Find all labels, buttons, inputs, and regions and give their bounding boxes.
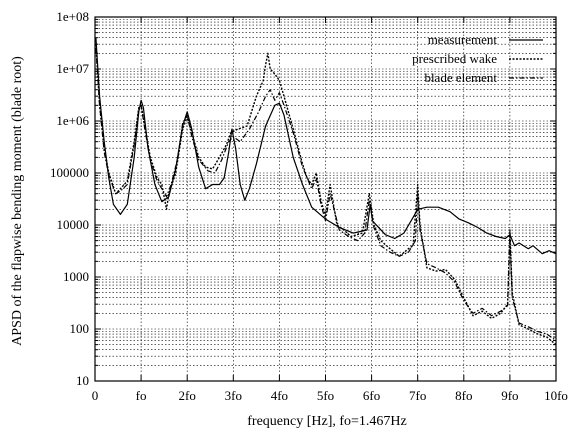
x-axis-label: frequency [Hz], fo=1.467Hz bbox=[247, 414, 407, 429]
x-tick-label: 9fo bbox=[501, 388, 518, 403]
y-tick-label: 100 bbox=[70, 321, 90, 336]
y-tick-label: 10000 bbox=[57, 217, 90, 232]
x-tick-label: 2fo bbox=[179, 388, 196, 403]
legend: measurement prescribed wake blade element bbox=[412, 32, 543, 85]
x-tick-label: 10fo bbox=[544, 388, 568, 403]
x-tick-label: 6fo bbox=[363, 388, 380, 403]
y-tick-label: 100000 bbox=[50, 165, 89, 180]
x-tick-label: 0 bbox=[92, 388, 99, 403]
series-line-prescribed-wake bbox=[95, 44, 557, 346]
x-tick-label: 8fo bbox=[455, 388, 472, 403]
y-tick-label: 1e+06 bbox=[56, 113, 89, 128]
y-axis-label: APSD of the flapwise bending moment (bla… bbox=[10, 56, 25, 346]
series-layer bbox=[95, 37, 557, 346]
y-tick-label: 10 bbox=[76, 373, 89, 388]
x-tick-label: fo bbox=[136, 388, 147, 403]
legend-label: prescribed wake bbox=[412, 51, 497, 66]
x-tick-label: 3fo bbox=[225, 388, 242, 403]
series-line-blade-element bbox=[95, 48, 557, 341]
legend-label: blade element bbox=[424, 70, 497, 85]
axis-ticks: 0 fo 2fo 3fo 4fo 5fo 6fo 7fo 8fo 9fo 10fo 10 100 1000… bbox=[50, 9, 568, 403]
series-line-measurement bbox=[95, 37, 557, 255]
x-tick-label: 5fo bbox=[317, 388, 334, 403]
y-tick-label: 1e+08 bbox=[56, 9, 89, 24]
legend-label: measurement bbox=[428, 32, 498, 47]
y-tick-label: 1e+07 bbox=[56, 61, 89, 76]
x-tick-label: 4fo bbox=[271, 388, 288, 403]
y-tick-label: 1000 bbox=[63, 269, 89, 284]
x-tick-label: 7fo bbox=[409, 388, 426, 403]
